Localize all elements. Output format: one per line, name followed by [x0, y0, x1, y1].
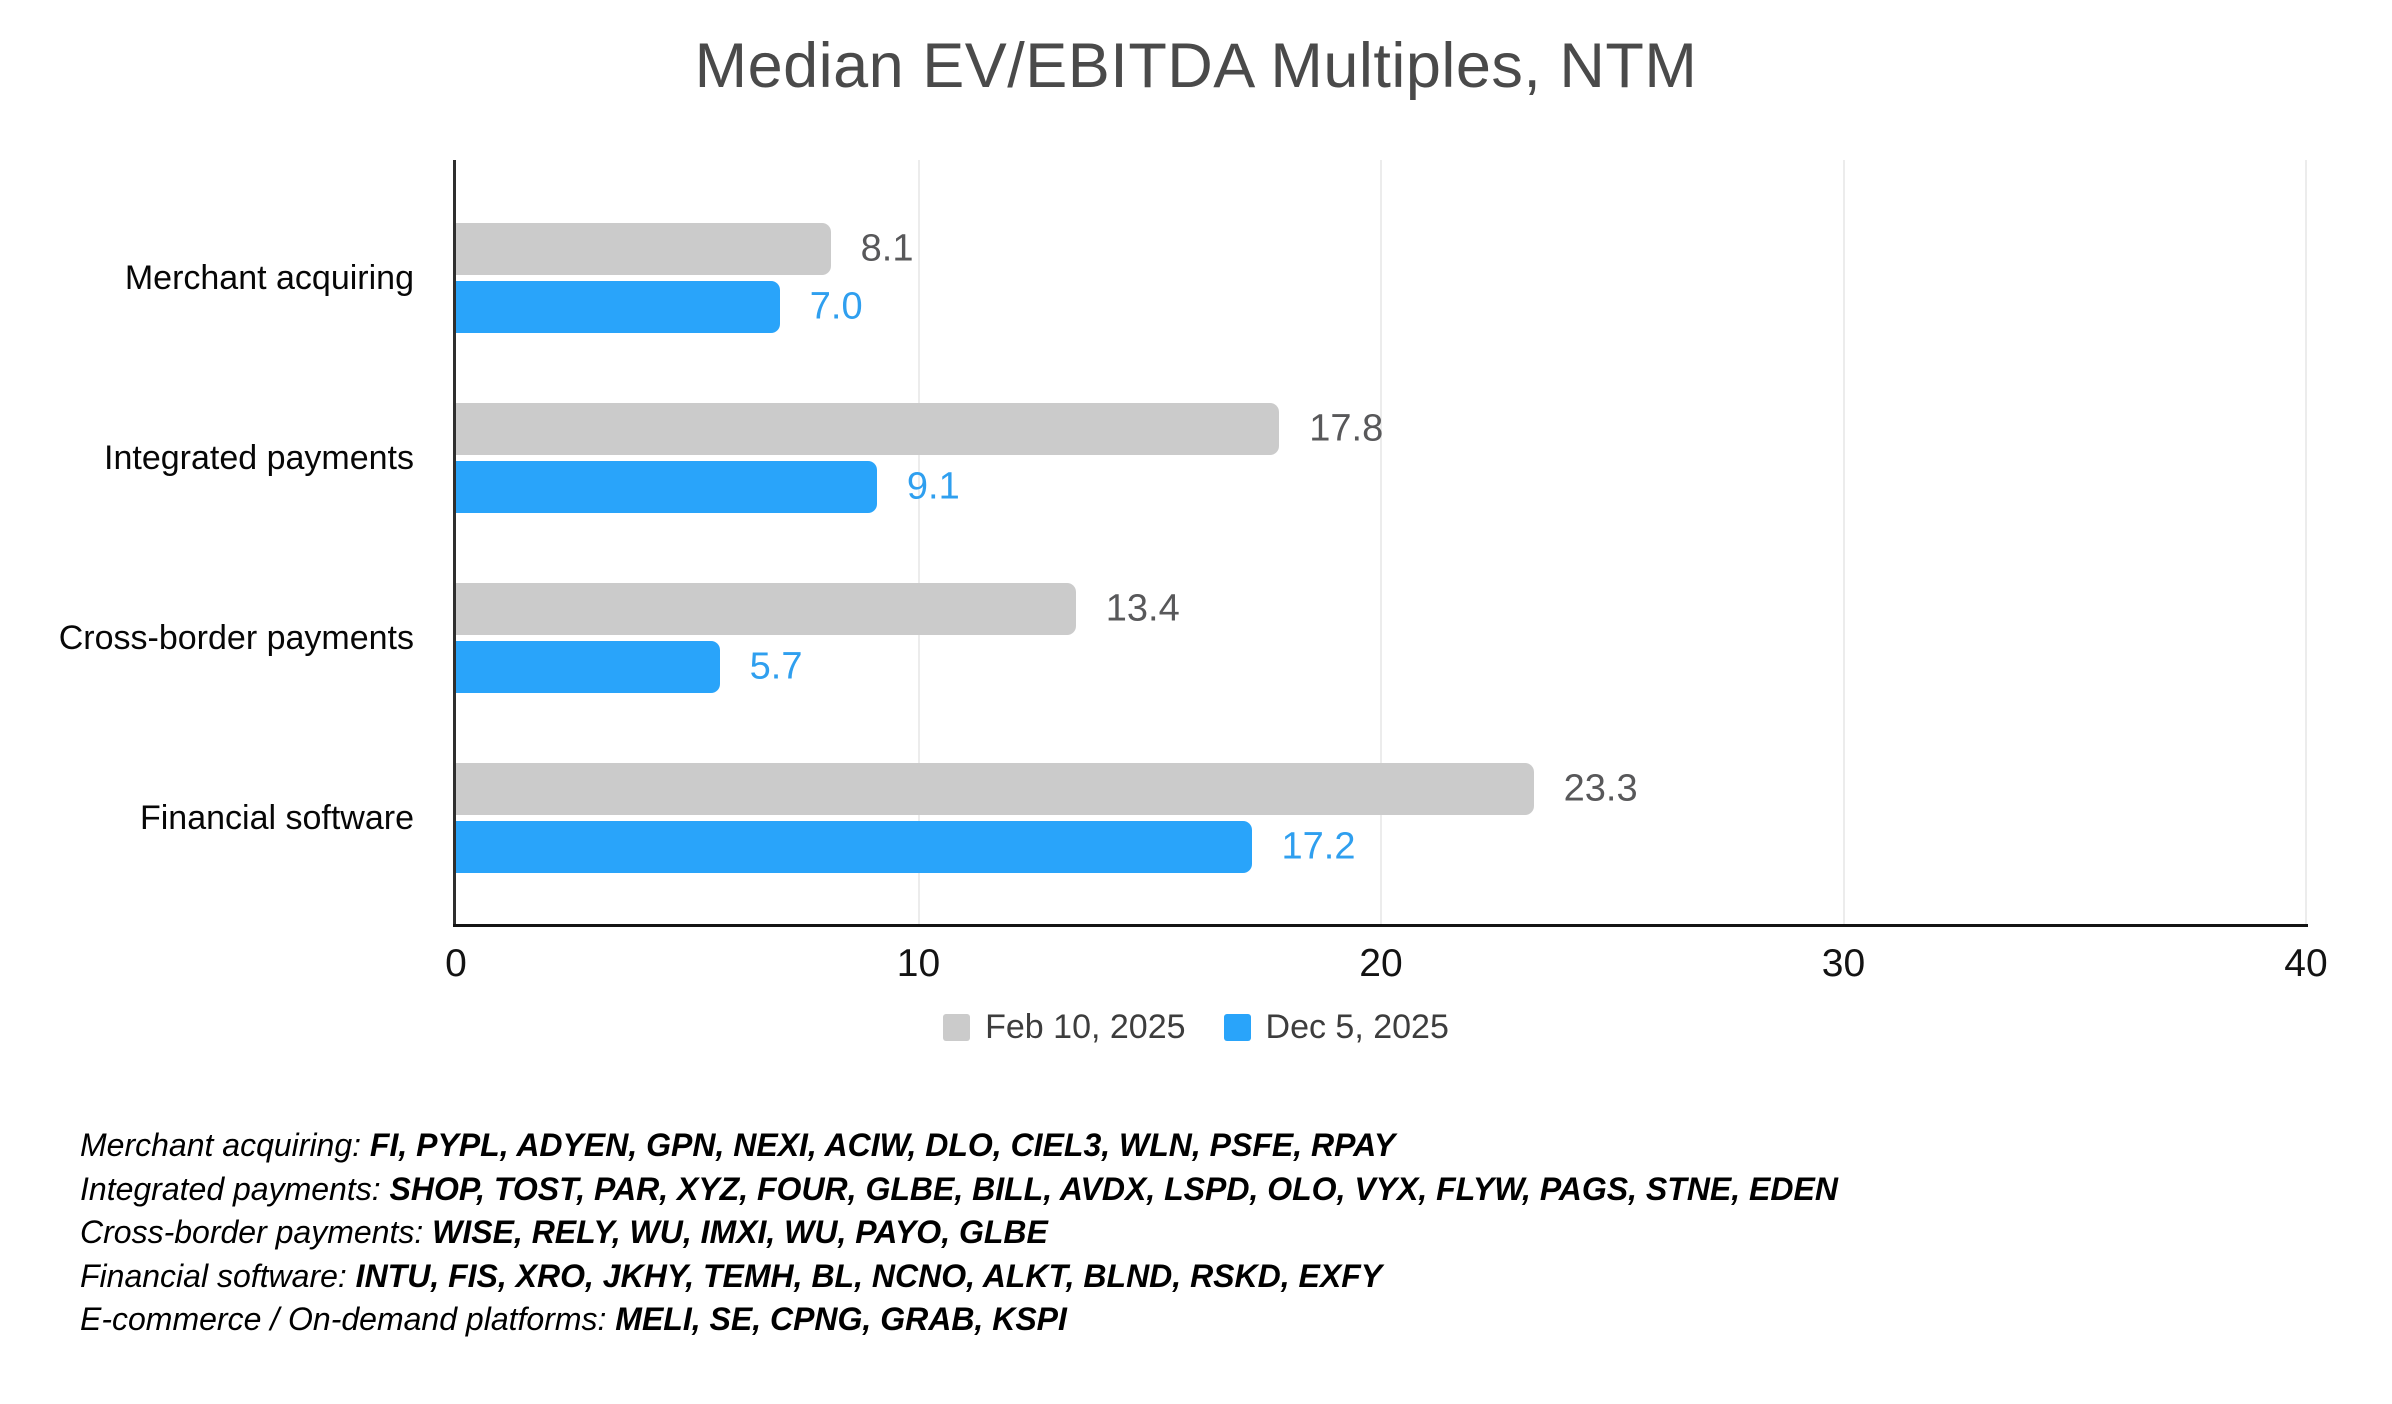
x-tick-label: 10	[896, 942, 941, 985]
legend-item: Feb 10, 2025	[943, 1008, 1186, 1047]
bar-series2: 5.7	[456, 641, 802, 693]
chart-title: Median EV/EBITDA Multiples, NTM	[694, 31, 1698, 101]
footnote-tickers: INTU, FIS, XRO, JKHY, TEMH, BL, NCNO, AL…	[355, 1257, 1383, 1294]
footnote-tickers: SHOP, TOST, PAR, XYZ, FOUR, GLBE, BILL, …	[389, 1170, 1838, 1207]
gridline-x-40	[2305, 160, 2307, 926]
bar-value-label: 7.0	[809, 285, 863, 328]
gridline-x-30	[1842, 160, 1845, 926]
y-axis-line	[453, 160, 456, 926]
footnote-line: Cross-border payments: WISE, RELY, WU, I…	[80, 1211, 1838, 1255]
bar-value-label: 23.3	[1563, 767, 1638, 810]
bar-rows: 8.1 7.0 17.8 9.1 13.4 5.7 23.3 17.2	[456, 160, 2306, 926]
bar-value-label: 9.1	[906, 465, 960, 508]
footnote-tickers: MELI, SE, CPNG, GRAB, KSPI	[615, 1301, 1067, 1337]
bar-value-label: 8.1	[860, 227, 914, 270]
bar-group: 23.3 17.2	[456, 728, 2306, 908]
bar-group: 8.1 7.0	[456, 188, 2306, 368]
legend-swatch-icon	[1223, 1014, 1251, 1041]
footnote-line: Merchant acquiring: FI, PYPL, ADYEN, GPN…	[80, 1124, 1838, 1168]
legend-item: Dec 5, 2025	[1223, 1008, 1449, 1047]
x-tick-label: 30	[1821, 942, 1866, 985]
x-axis-ticks: 0 10 20 30 40	[445, 942, 2328, 998]
x-axis-line	[453, 924, 2308, 927]
legend-label: Feb 10, 2025	[985, 1008, 1186, 1046]
x-tick-label: 20	[1359, 942, 1403, 985]
footnote-tickers: WISE, RELY, WU, IMXI, WU, PAYO, GLBE	[432, 1214, 1048, 1250]
bar-series1: 17.8	[456, 403, 1383, 455]
x-tick-label: 0	[445, 942, 467, 985]
bar-series1: 23.3	[456, 763, 1638, 815]
footnote-category: Financial software:	[80, 1257, 356, 1294]
bar-series1: 8.1	[456, 223, 913, 275]
legend: Feb 10, 2025 Dec 5, 2025	[0, 1008, 2392, 1047]
plot-area: 8.1 7.0 17.8 9.1 13.4 5.7 23.3 17.2	[456, 160, 2307, 926]
bar-value-label: 17.2	[1281, 825, 1356, 868]
footnotes: Merchant acquiring: FI, PYPL, ADYEN, GPN…	[80, 1124, 1838, 1342]
category-label: Integrated payments	[104, 438, 414, 477]
footnote-category: Cross-border payments:	[80, 1214, 433, 1250]
bar-value-label: 17.8	[1309, 407, 1384, 450]
footnote-category: E-commerce / On-demand platforms:	[80, 1301, 616, 1337]
legend-swatch-icon	[943, 1014, 971, 1041]
bar-group: 13.4 5.7	[456, 548, 2306, 728]
footnote-line: Integrated payments: SHOP, TOST, PAR, XY…	[80, 1168, 1838, 1212]
category-label: Financial software	[139, 798, 414, 837]
footnote-line: Financial software: INTU, FIS, XRO, JKHY…	[80, 1255, 1838, 1299]
bar-series1: 13.4	[456, 583, 1180, 635]
category-label: Cross-border payments	[58, 618, 414, 657]
bar-series2: 7.0	[456, 281, 863, 333]
footnote-category: Integrated payments:	[80, 1170, 390, 1207]
category-axis: Merchant acquiring Integrated payments Cro…	[0, 160, 434, 926]
legend-label: Dec 5, 2025	[1265, 1008, 1449, 1046]
bar-value-label: 13.4	[1105, 587, 1180, 630]
bar-group: 17.8 9.1	[456, 368, 2306, 548]
footnote-tickers: FI, PYPL, ADYEN, GPN, NEXI, ACIW, DLO, C…	[369, 1127, 1396, 1163]
bar-series2: 17.2	[456, 821, 1355, 873]
bar-value-label: 5.7	[749, 645, 803, 688]
category-label: Merchant acquiring	[124, 258, 414, 297]
x-tick-label: 40	[2284, 942, 2328, 985]
gridline-x-20	[1380, 160, 1382, 926]
bar-series2: 9.1	[456, 461, 960, 513]
footnote-category: Merchant acquiring:	[80, 1127, 370, 1163]
gridline-x-10	[917, 160, 920, 926]
footnote-line: E-commerce / On-demand platforms: MELI, …	[80, 1298, 1838, 1342]
